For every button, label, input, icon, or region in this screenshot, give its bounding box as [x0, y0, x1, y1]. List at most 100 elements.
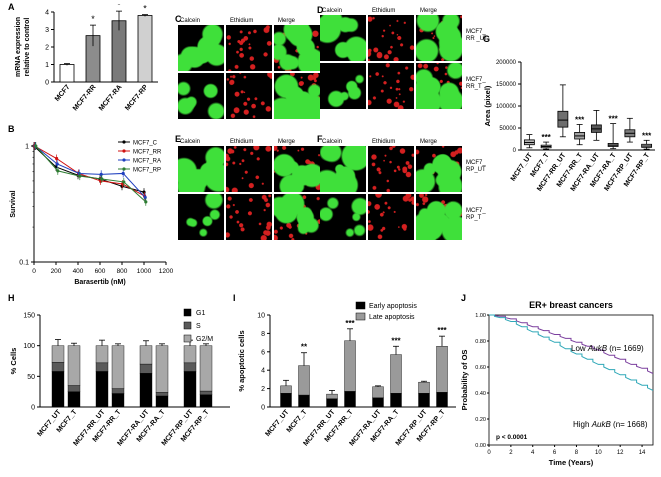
row-label-f: MCF7_ RP_UT	[466, 160, 486, 173]
micrograph-e-merge	[274, 194, 320, 240]
panel-label-b: B	[8, 124, 15, 134]
legend-label: Early apoptosis	[369, 303, 417, 310]
micrograph-e-ethidium	[226, 194, 272, 240]
stacked-bar-segment	[67, 391, 81, 408]
y-tick-label: 150	[23, 313, 35, 320]
panel-label-d: D	[317, 5, 324, 15]
x-tick-label: 600	[95, 268, 106, 275]
stacked-bar-segment	[298, 365, 310, 396]
micrograph-d-calcein	[320, 15, 366, 61]
micrograph-f-ethidium	[368, 194, 414, 240]
chart-a-mrna-expression: 0 1 2 3 4 mRNA expression relative to control M…	[15, 4, 158, 113]
x-tick-label: MCF7_UT	[510, 152, 535, 183]
legend-label: MCF7_C	[133, 141, 158, 147]
y-tick-label: 0.80	[475, 339, 486, 345]
x-tick-label: MCF7-RP	[124, 84, 150, 113]
x-tick-label: MCF7-RA	[98, 84, 124, 113]
micrograph-d-ethidium	[368, 63, 414, 109]
legend-marker	[122, 158, 126, 162]
y-axis-label: Survival	[10, 190, 17, 217]
micrograph-c-calcein	[178, 25, 224, 71]
stacked-bar-segment	[280, 392, 292, 408]
y-axis-label: % Cells	[9, 348, 18, 375]
legend-swatch	[183, 308, 192, 317]
y-tick-label: 0.60	[475, 365, 486, 371]
micrograph-f-calcein	[320, 194, 366, 240]
curve-label-suffix: (n= 1668)	[611, 420, 648, 429]
x-axis-label: Barasertib (nM)	[74, 279, 125, 286]
curve-label-gene: AukB	[591, 420, 612, 429]
micrograph-e-calcein	[178, 146, 224, 192]
y-axis-label: Area (pixel)	[483, 85, 492, 126]
chart-g-area-boxplot: 0 50000 100000 150000 200000 Area (pixel) MCF7…	[483, 60, 655, 193]
stacked-bar-segment	[155, 392, 169, 397]
legend-swatch	[355, 301, 366, 310]
stacked-bar-segment	[95, 362, 109, 372]
chart-title: ER+ breast cancers	[529, 300, 613, 310]
significance-mark: *	[91, 14, 95, 24]
legend-marker	[122, 140, 126, 144]
micrograph-d-merge	[416, 63, 462, 109]
legend-label: G2/M	[196, 336, 213, 343]
legend-marker	[122, 167, 126, 171]
x-tick-label: 200	[51, 268, 62, 275]
y-tick-label: 1	[45, 62, 49, 69]
y-tick-label: 50000	[499, 126, 516, 132]
significance-mark: *	[117, 4, 121, 10]
y-tick-label: 2	[45, 45, 49, 52]
stacked-bar-segment	[183, 362, 197, 372]
stacked-bar-segment	[436, 346, 448, 393]
stacked-bar-segment	[298, 394, 310, 408]
micrograph-f-ethidium	[368, 146, 414, 192]
x-tick-label: 1000	[137, 268, 152, 275]
micrograph-c-ethidium	[226, 73, 272, 119]
stacked-bar-segment	[51, 345, 65, 363]
legend-label: MCF7_RP	[133, 168, 161, 174]
x-tick-label: 14	[639, 450, 646, 456]
stacked-bar-segment	[326, 398, 338, 408]
x-tick-label: 4	[531, 450, 535, 456]
stacked-bar-segment	[155, 395, 169, 408]
y-tick-label: 8	[261, 331, 265, 338]
y-tick-label: 200000	[496, 60, 517, 66]
stacked-bar-segment	[51, 371, 65, 408]
micrograph-c-merge	[274, 73, 320, 119]
stacked-bar-segment	[372, 397, 384, 408]
data-point	[143, 195, 147, 200]
data-point	[55, 162, 59, 166]
stain-header-ethidium: Ethidium	[372, 8, 396, 14]
significance-mark: **	[301, 343, 308, 352]
y-tick-label: 2	[261, 386, 265, 393]
stacked-bar-segment	[139, 345, 153, 365]
data-point	[144, 200, 148, 204]
micrograph-d-ethidium	[368, 15, 414, 61]
stacked-bar-segment	[111, 388, 125, 394]
x-axis-label: Time (Years)	[549, 458, 594, 467]
micrograph-c-ethidium	[226, 25, 272, 71]
stacked-bar-segment	[390, 392, 402, 408]
y-tick-label: 4	[45, 10, 49, 17]
panel-label-c: C	[175, 14, 182, 24]
y-tick-label: 4	[261, 368, 265, 375]
x-tick-label: 0	[487, 450, 491, 456]
row-label-d: MCF7_ RR_T	[466, 77, 486, 90]
y-axis-label: relative to control	[24, 18, 31, 77]
x-tick-label: 1200	[159, 268, 174, 275]
panel-label-j: J	[461, 293, 467, 303]
y-axis-label: mRNA expression	[15, 17, 22, 77]
stacked-bar-segment	[344, 391, 356, 408]
significance-mark: *	[143, 4, 147, 14]
curve-label: Low AukB (n= 1669)	[571, 344, 644, 353]
stacked-bar-segment	[139, 373, 153, 408]
data-point	[100, 177, 104, 181]
stacked-bar-segment	[199, 345, 213, 392]
series-line	[35, 145, 147, 203]
data-point	[55, 156, 59, 161]
stacked-bar-segment	[67, 385, 81, 392]
legend-label: Late apoptosis	[369, 314, 415, 321]
stacked-bar-segment	[183, 345, 197, 364]
series-line	[34, 145, 146, 198]
survival-curve	[489, 314, 654, 391]
legend-swatch	[183, 321, 192, 330]
